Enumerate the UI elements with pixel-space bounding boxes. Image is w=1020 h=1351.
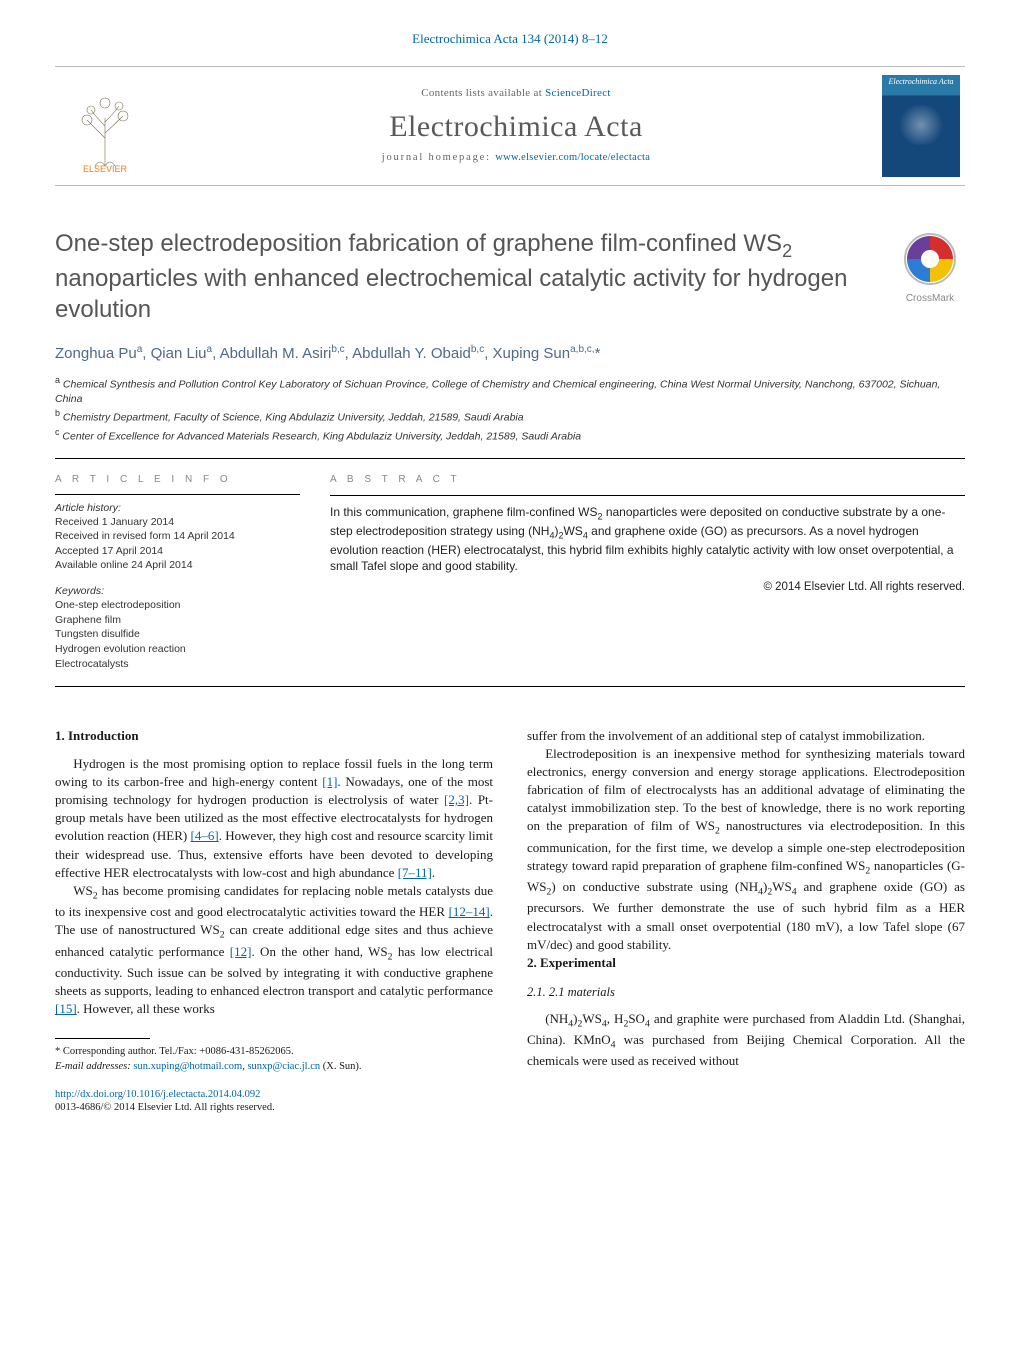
citation-link[interactable]: Electrochimica Acta 134 (2014) 8–12 bbox=[412, 31, 608, 46]
paragraph: Electrodeposition is an inexpensive meth… bbox=[527, 745, 965, 954]
corresponding-author: * Corresponding author. Tel./Fax: +0086-… bbox=[55, 1045, 493, 1059]
paragraph: Hydrogen is the most promising option to… bbox=[55, 755, 493, 882]
history-item: Accepted 17 April 2014 bbox=[55, 544, 300, 558]
sciencedirect-link[interactable]: ScienceDirect bbox=[545, 87, 611, 99]
publisher-logo: ELSEVIER bbox=[55, 67, 155, 185]
journal-homepage: journal homepage: www.elsevier.com/locat… bbox=[382, 151, 650, 165]
article-citation: Electrochimica Acta 134 (2014) 8–12 bbox=[55, 30, 965, 48]
journal-cover-thumb: Electrochimica Acta bbox=[877, 67, 965, 185]
crossmark-badge[interactable]: CrossMark bbox=[895, 232, 965, 306]
doi-link[interactable]: http://dx.doi.org/10.1016/j.electacta.20… bbox=[55, 1089, 260, 1100]
abstract-heading: A B S T R A C T bbox=[330, 473, 965, 487]
issn-copyright: 0013-4686/© 2014 Elsevier Ltd. All right… bbox=[55, 1102, 275, 1113]
keyword: Hydrogen evolution reaction bbox=[55, 642, 300, 657]
email-link[interactable]: sun.xuping@hotmail.com bbox=[133, 1061, 242, 1072]
abstract-copyright: © 2014 Elsevier Ltd. All rights reserved… bbox=[330, 579, 965, 595]
journal-title: Electrochimica Acta bbox=[389, 107, 643, 148]
affiliation: c Center of Excellence for Advanced Mate… bbox=[55, 426, 965, 444]
abstract-text: In this communication, graphene film-con… bbox=[330, 504, 965, 576]
section-heading: 2. Experimental bbox=[527, 954, 965, 972]
article-info-block: A R T I C L E I N F O Article history: R… bbox=[55, 473, 300, 672]
doi-block: http://dx.doi.org/10.1016/j.electacta.20… bbox=[55, 1088, 493, 1115]
history-item: Received 1 January 2014 bbox=[55, 515, 300, 529]
crossmark-label: CrossMark bbox=[895, 292, 965, 306]
email-line: E-mail addresses: sun.xuping@hotmail.com… bbox=[55, 1060, 493, 1074]
article-title: One-step electrodeposition fabrication o… bbox=[55, 228, 875, 326]
left-column: 1. Introduction Hydrogen is the most prom… bbox=[55, 727, 493, 1116]
article-info-heading: A R T I C L E I N F O bbox=[55, 473, 300, 487]
history-heading: Article history: bbox=[55, 501, 300, 515]
paragraph: suffer from the involvement of an additi… bbox=[527, 727, 965, 745]
footnote-rule bbox=[55, 1038, 150, 1039]
keyword: Electrocatalysts bbox=[55, 657, 300, 672]
journal-banner: ELSEVIER Contents lists available at Sci… bbox=[55, 66, 965, 186]
affiliation: a Chemical Synthesis and Pollution Contr… bbox=[55, 374, 965, 406]
author-list: Zonghua Pua, Qian Liua, Abdullah M. Asir… bbox=[55, 343, 965, 364]
keyword: Tungsten disulfide bbox=[55, 627, 300, 642]
affiliations: a Chemical Synthesis and Pollution Contr… bbox=[55, 374, 965, 443]
keyword: One-step electrodeposition bbox=[55, 598, 300, 613]
abstract-block: A B S T R A C T In this communication, g… bbox=[330, 473, 965, 672]
history-item: Received in revised form 14 April 2014 bbox=[55, 529, 300, 543]
publisher-name: ELSEVIER bbox=[83, 164, 128, 173]
email-link[interactable]: sunxp@ciac.jl.cn bbox=[247, 1061, 320, 1072]
section-heading: 1. Introduction bbox=[55, 727, 493, 745]
contents-available: Contents lists available at ScienceDirec… bbox=[421, 86, 610, 101]
rule-divider bbox=[55, 458, 965, 459]
right-column: suffer from the involvement of an additi… bbox=[527, 727, 965, 1116]
subsection-heading: 2.1. 2.1 materials bbox=[527, 984, 965, 1002]
crossmark-icon bbox=[903, 232, 957, 286]
keyword: Graphene film bbox=[55, 613, 300, 628]
paragraph: WS2 has become promising candidates for … bbox=[55, 882, 493, 1018]
footnotes: * Corresponding author. Tel./Fax: +0086-… bbox=[55, 1045, 493, 1073]
affiliation: b Chemistry Department, Faculty of Scien… bbox=[55, 407, 965, 425]
rule-divider-2 bbox=[55, 686, 965, 687]
homepage-link[interactable]: www.elsevier.com/locate/electacta bbox=[495, 152, 650, 163]
paragraph: (NH4)2WS4, H2SO4 and graphite were purch… bbox=[527, 1010, 965, 1071]
history-item: Available online 24 April 2014 bbox=[55, 558, 300, 572]
keywords-heading: Keywords: bbox=[55, 584, 300, 598]
